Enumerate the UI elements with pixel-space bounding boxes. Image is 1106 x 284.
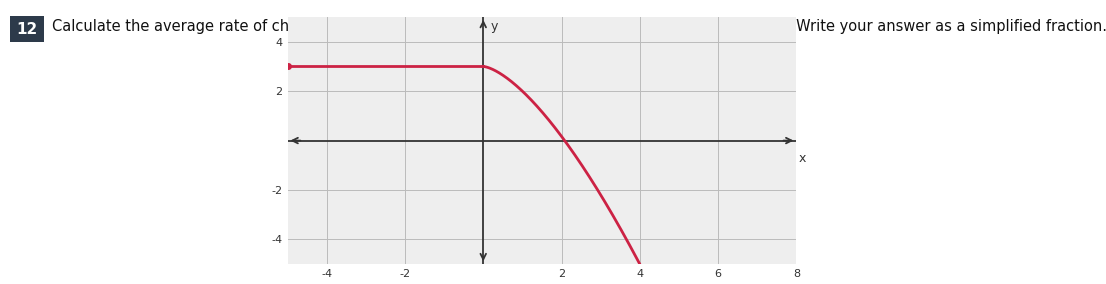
Text: Calculate the average rate of change over the interval of 1 ≤ x ≤ 4, for the fun: Calculate the average rate of change ove… [52, 18, 1106, 34]
Text: 12: 12 [17, 22, 38, 37]
Bar [10, 16, 44, 42]
Text: y: y [490, 20, 498, 32]
Text: x: x [799, 152, 805, 165]
